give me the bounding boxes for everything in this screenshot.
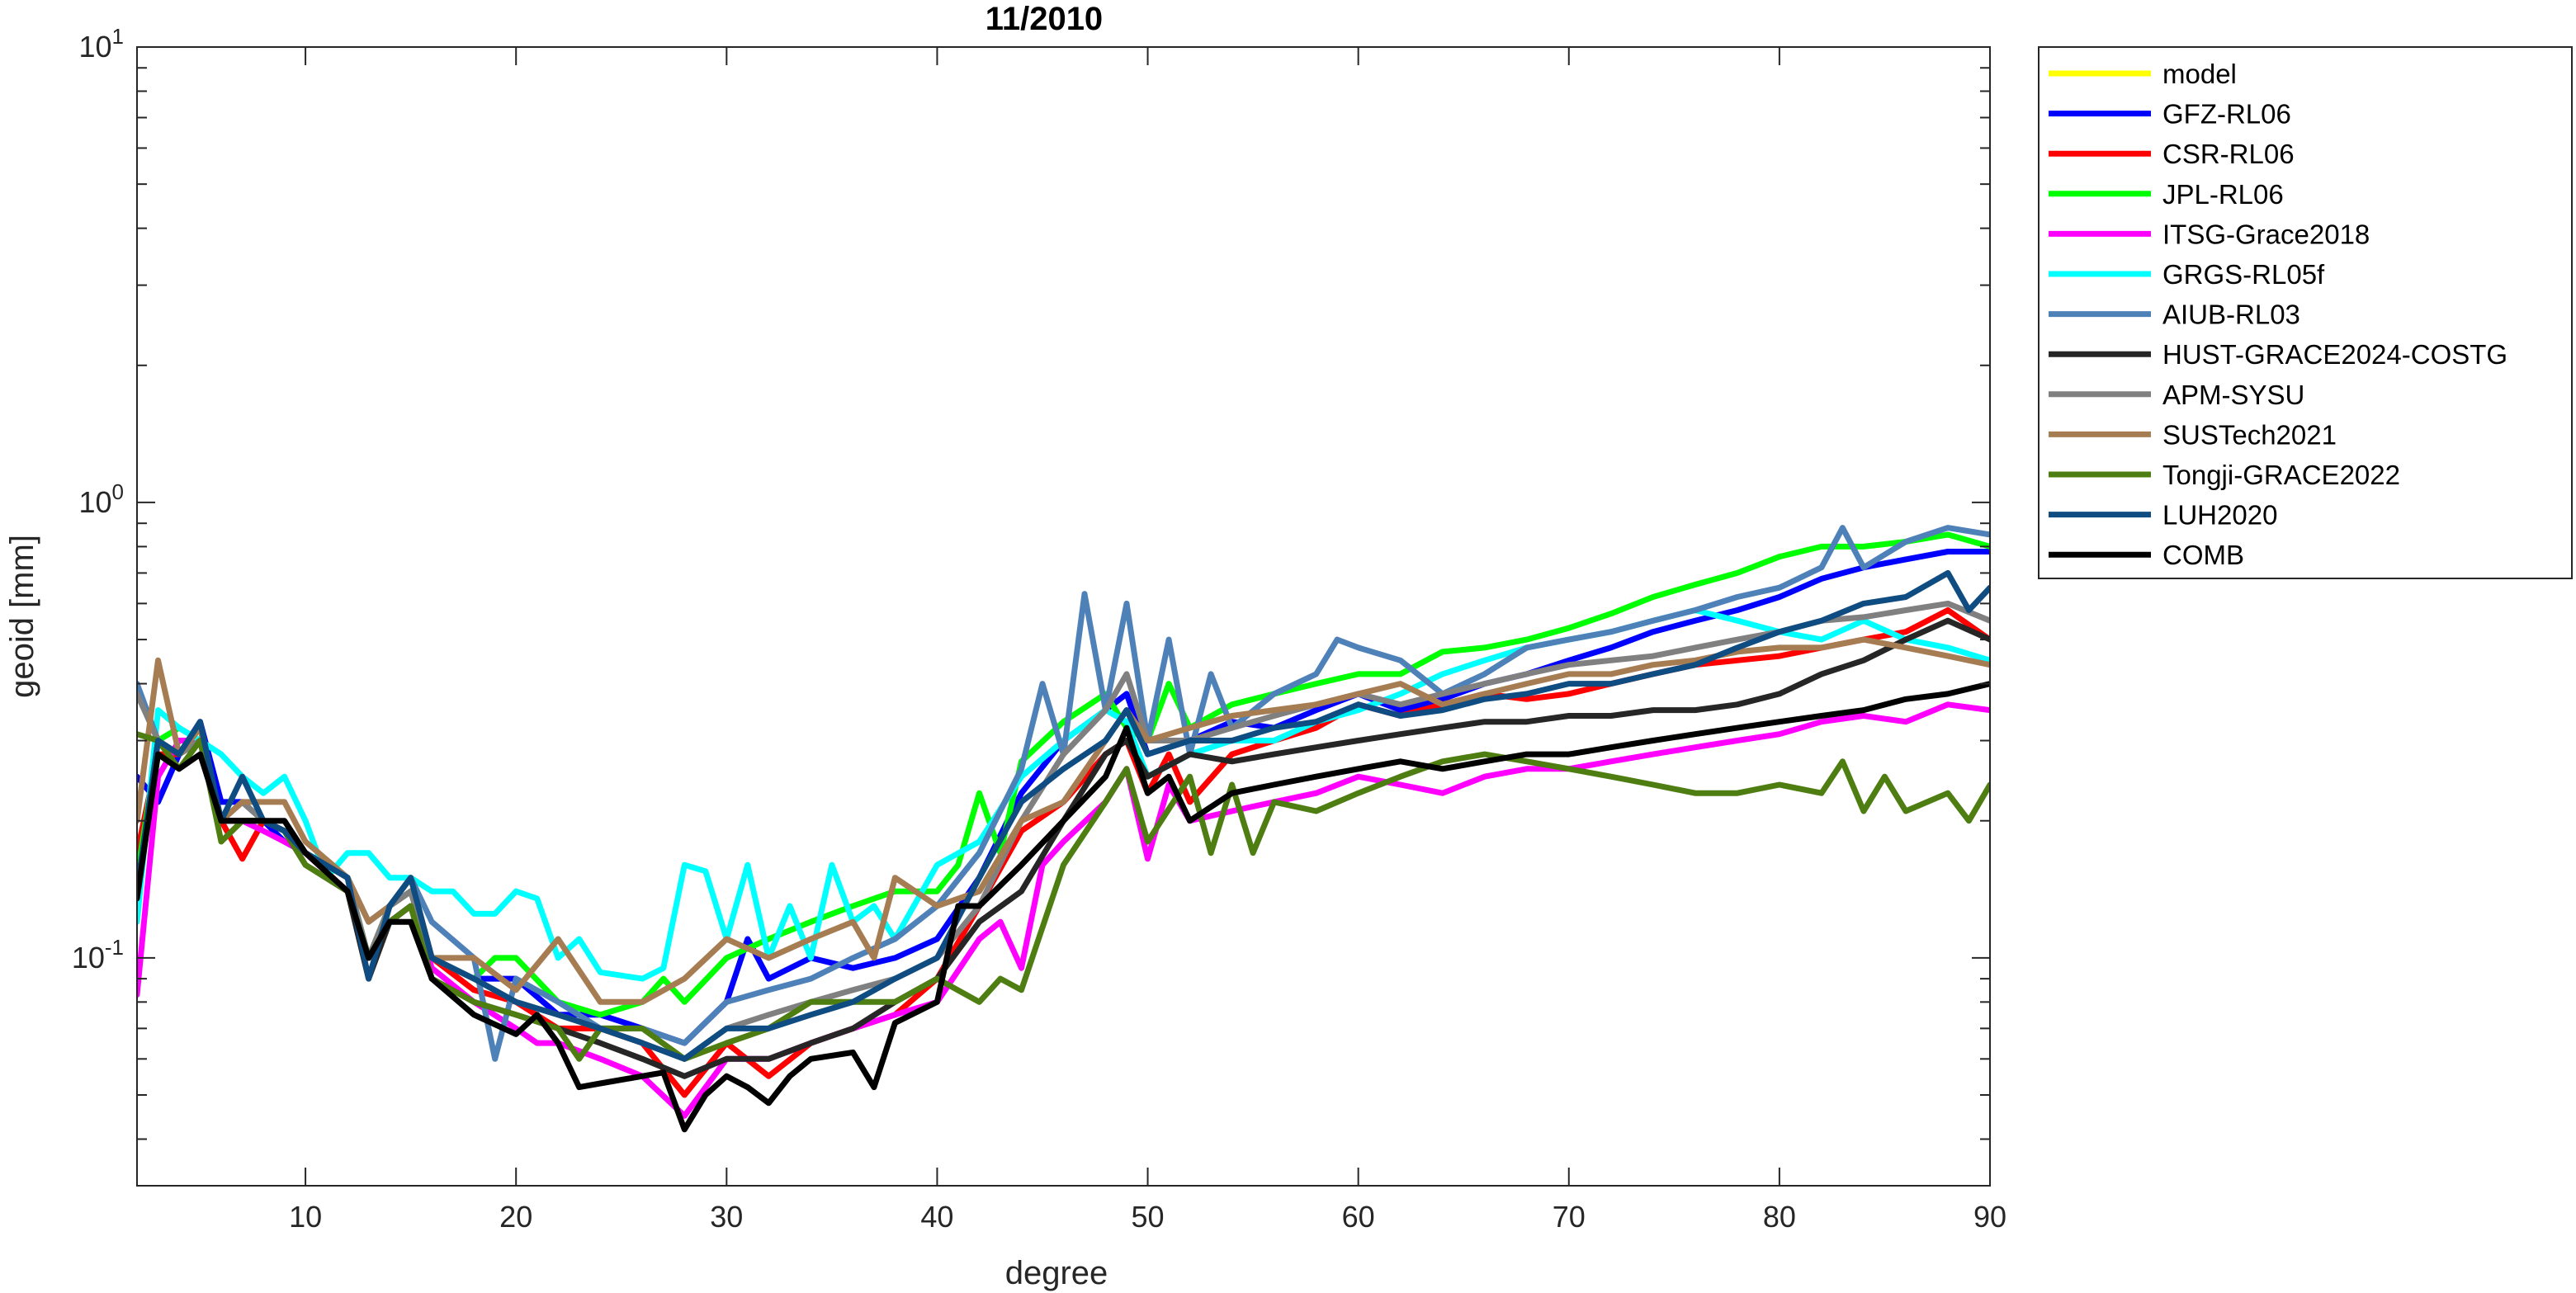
legend-label: JPL-RL06 <box>2162 179 2284 210</box>
legend-label: Tongji-GRACE2022 <box>2162 460 2400 490</box>
legend-label: SUSTech2021 <box>2162 419 2337 450</box>
axes-box <box>136 46 1991 1187</box>
x-tick-label: 90 <box>1973 1200 2006 1234</box>
x-tick-label: 80 <box>1763 1200 1796 1234</box>
y-tick-label: 100 <box>78 479 124 519</box>
legend-label: HUST-GRACE2024-COSTG <box>2162 339 2507 370</box>
x-tick-label: 40 <box>920 1200 953 1234</box>
axes-layer: 10 20 30 40 50 60 70 80 90 10-1 100 101 <box>72 24 2006 1234</box>
legend-label: ITSG-Grace2018 <box>2162 219 2370 249</box>
legend-label: GFZ-RL06 <box>2162 99 2291 130</box>
y-tick-label: 101 <box>78 24 124 64</box>
chart-title: 11/2010 <box>985 1 1103 37</box>
legend: model GFZ-RL06 CSR-RL06 JPL-RL06 ITSG-Grace2… <box>2038 46 2573 579</box>
legend-label: CSR-RL06 <box>2162 139 2295 169</box>
legend-label: COMB <box>2162 540 2244 570</box>
series-line-comb <box>137 681 1990 1133</box>
x-tick-label: 50 <box>1132 1200 1165 1234</box>
series-line-sustech2021 <box>137 636 1990 1005</box>
x-tick-label: 30 <box>710 1200 743 1234</box>
legend-label: model <box>2162 59 2237 89</box>
legend-label: GRGS-RL05f <box>2162 259 2325 290</box>
series-layer <box>137 525 1990 1133</box>
legend-label: LUH2020 <box>2162 500 2277 531</box>
x-tick-label: 70 <box>1553 1200 1586 1234</box>
legend-label: AIUB-RL03 <box>2162 300 2300 330</box>
x-tick-label: 10 <box>289 1200 322 1234</box>
x-tick-label: 20 <box>499 1200 532 1234</box>
legend-label: APM-SYSU <box>2162 380 2304 410</box>
series-line-luh2020 <box>137 569 1990 1062</box>
y-tick-label: 10-1 <box>72 935 124 974</box>
x-axis-label: degree <box>1005 1255 1108 1291</box>
x-tick-label: 60 <box>1342 1200 1375 1234</box>
y-axis-label: geoid [mm] <box>4 535 40 698</box>
